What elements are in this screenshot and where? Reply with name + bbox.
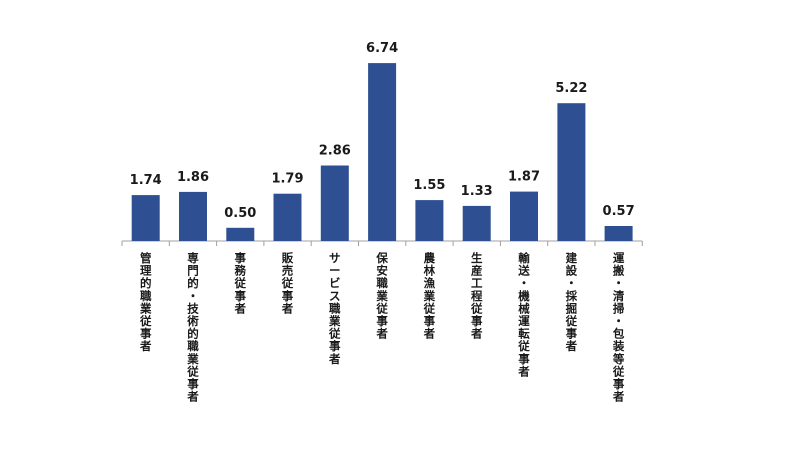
- bar: [604, 226, 633, 241]
- bar: [179, 191, 207, 241]
- bar: [415, 200, 444, 241]
- category-label: 運搬・清掃・包装等従事者: [612, 251, 625, 404]
- data-label: 0.57: [603, 204, 635, 219]
- category-labels-group: 管理的職業従事者 専門的・技術的職業従事者 事務従事者 販売従事者 サービス職業従事者 保…: [139, 251, 625, 404]
- category-label: 生産工程従事者: [470, 251, 483, 341]
- category-label: 専門的・技術的職業従事者: [186, 251, 199, 404]
- bar: [131, 195, 160, 241]
- category-label: 管理的職業従事者: [139, 251, 152, 353]
- data-label: 1.74: [130, 173, 162, 188]
- value-labels-group: 1.74 1.86 0.50 1.79 2.86 6.74 1.55 1.33 1.87 5.22…: [130, 41, 635, 221]
- data-label: 0.50: [224, 206, 256, 221]
- data-label: 1.87: [508, 170, 540, 185]
- data-label: 6.74: [366, 41, 398, 56]
- data-label: 2.86: [319, 144, 351, 159]
- category-label: 建設・採掘従事者: [565, 251, 578, 353]
- bar: [510, 191, 538, 241]
- data-label: 1.55: [413, 178, 445, 193]
- bar: [320, 165, 349, 241]
- data-label: 1.33: [461, 184, 493, 199]
- data-label: 1.79: [271, 172, 303, 187]
- bars-group: [131, 63, 633, 241]
- bar: [226, 227, 255, 241]
- bar: [462, 205, 491, 241]
- category-label: 保安職業従事者: [375, 251, 388, 341]
- category-label: サービス職業従事者: [328, 251, 341, 366]
- data-label: 1.86: [177, 170, 209, 185]
- category-label: 農林漁業従事者: [423, 251, 436, 341]
- category-label: 輸送・機械運転従事者: [517, 251, 530, 378]
- bar: [273, 193, 302, 241]
- data-label: 5.22: [555, 81, 587, 96]
- bar: [368, 63, 397, 241]
- x-axis-ticks: [121, 241, 643, 246]
- category-label: 販売従事者: [281, 251, 294, 315]
- bar: [557, 103, 586, 241]
- category-label: 事務従事者: [234, 251, 247, 315]
